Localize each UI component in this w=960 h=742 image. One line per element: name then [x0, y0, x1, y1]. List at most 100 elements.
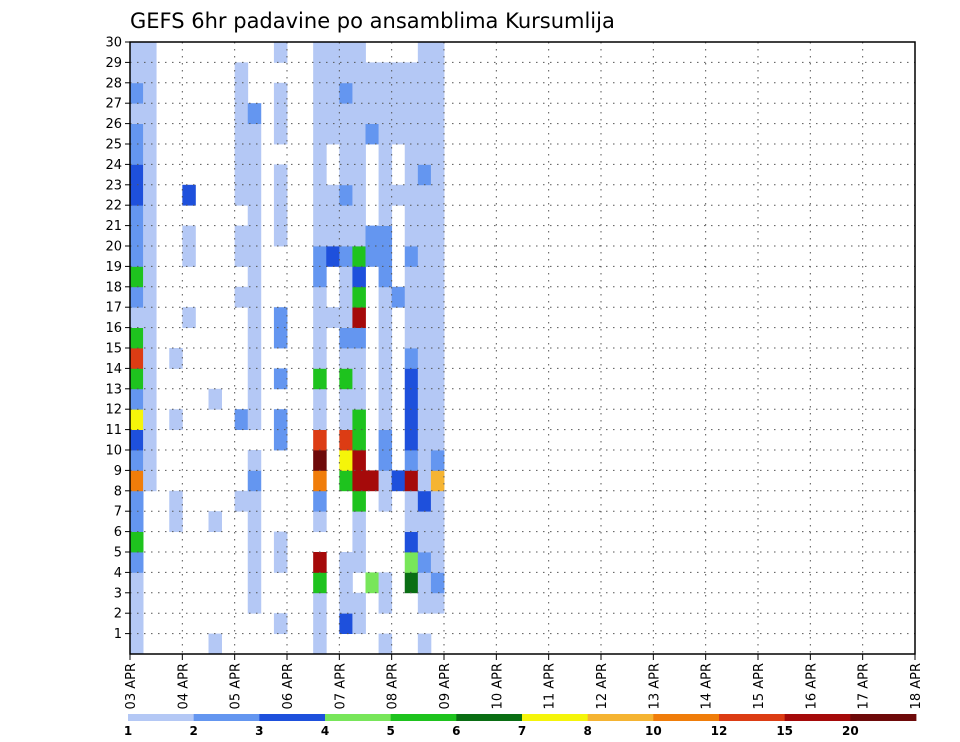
- heatmap-cell: [339, 225, 353, 247]
- heatmap-cell: [391, 286, 406, 308]
- heatmap-cell: [169, 490, 183, 512]
- y-axis: 1234567891011121314151617181920212223242…: [105, 36, 130, 642]
- heatmap-cell: [247, 409, 262, 430]
- heatmap-cell: [430, 572, 445, 594]
- legend-swatch: [325, 714, 392, 721]
- heatmap-cell: [169, 348, 183, 369]
- heatmap-cell: [378, 62, 393, 84]
- heatmap-cell: [130, 633, 144, 655]
- heatmap-cell: [234, 184, 249, 206]
- heatmap-cell: [430, 103, 445, 124]
- heatmap-cell: [313, 62, 327, 84]
- heatmap-cell: [339, 82, 353, 104]
- heatmap-cell: [378, 429, 393, 451]
- heatmap-cell: [130, 307, 144, 328]
- legend-swatch: [587, 714, 654, 721]
- heatmap-cell: [143, 205, 157, 226]
- heatmap-cell: [273, 409, 288, 430]
- heatmap-cell: [339, 470, 353, 492]
- heatmap-cell: [247, 205, 262, 226]
- heatmap-cell: [130, 552, 144, 573]
- heatmap-cell: [130, 613, 144, 634]
- x-tick-label: 07 APR: [333, 663, 348, 709]
- heatmap-cell: [352, 307, 366, 328]
- heatmap-cell: [378, 184, 393, 206]
- heatmap-cell: [247, 572, 262, 594]
- heatmap-cell: [130, 286, 144, 308]
- heatmap-cell: [234, 62, 249, 84]
- y-tick-label: 15: [105, 342, 122, 357]
- heatmap-cell: [339, 572, 353, 594]
- heatmap-cell: [378, 368, 393, 390]
- heatmap-cell: [352, 490, 366, 512]
- legend-label: 6: [452, 724, 460, 738]
- heatmap-cell: [378, 388, 393, 410]
- heatmap-cell: [130, 450, 144, 471]
- heatmap-cell: [130, 123, 144, 145]
- heatmap-cell: [143, 144, 157, 165]
- heatmap-cell: [404, 531, 419, 553]
- heatmap-cell: [352, 286, 366, 308]
- heatmap-cell: [404, 327, 419, 349]
- heatmap-cell: [326, 307, 340, 328]
- heatmap-cell: [417, 388, 432, 410]
- y-tick-label: 21: [105, 219, 122, 234]
- heatmap-cell: [247, 164, 262, 186]
- heatmap-cell: [378, 490, 393, 512]
- heatmap-cell: [130, 225, 144, 247]
- heatmap-cell: [417, 246, 432, 267]
- heatmap-cell: [352, 42, 366, 63]
- x-tick-label: 15 APR: [752, 663, 767, 709]
- chart-grid: [130, 42, 915, 654]
- heatmap-cell: [430, 82, 445, 104]
- heatmap-cell: [378, 246, 393, 267]
- heatmap-cell: [247, 144, 262, 165]
- heatmap-cell: [430, 531, 445, 553]
- heatmap-cell: [430, 246, 445, 267]
- heatmap-cell: [143, 409, 157, 430]
- heatmap-cell: [404, 266, 419, 288]
- heatmap-cell: [130, 42, 144, 63]
- heatmap-cell: [326, 246, 340, 267]
- y-tick-label: 12: [105, 403, 122, 418]
- heatmap-cell: [339, 592, 353, 614]
- heatmap-cell: [430, 552, 445, 573]
- x-tick-label: 12 APR: [595, 663, 610, 709]
- legend-label: 5: [386, 724, 394, 738]
- legend-label: 10: [645, 724, 662, 738]
- heatmap-cell: [326, 205, 340, 226]
- heatmap-cell: [430, 511, 445, 532]
- heatmap-cell: [247, 470, 262, 492]
- heatmap-cell: [404, 62, 419, 84]
- heatmap-cell: [417, 348, 432, 369]
- heatmap-cell: [378, 103, 393, 124]
- heatmap-cell: [130, 429, 144, 451]
- heatmap-cell: [352, 184, 366, 206]
- heatmap-cell: [234, 82, 249, 104]
- heatmap-cell: [313, 307, 327, 328]
- heatmap-cell: [313, 613, 327, 634]
- heatmap-cell: [417, 103, 432, 124]
- heatmap-cell: [313, 205, 327, 226]
- heatmap-cell: [417, 511, 432, 532]
- heatmap-cell: [339, 266, 353, 288]
- heatmap-cell: [352, 450, 366, 471]
- heatmap-cell: [352, 225, 366, 247]
- heatmap-cell: [234, 144, 249, 165]
- y-tick-label: 5: [114, 546, 122, 561]
- heatmap-cell: [404, 82, 419, 104]
- heatmap-cell: [234, 103, 249, 124]
- heatmap-cell: [130, 531, 144, 553]
- legend-swatch: [193, 714, 260, 721]
- legend-swatch: [456, 714, 523, 721]
- heatmap-cell: [404, 368, 419, 390]
- heatmap-cell: [378, 82, 393, 104]
- heatmap-cell: [404, 348, 419, 369]
- heatmap-cell: [430, 62, 445, 84]
- heatmap-cell: [378, 266, 393, 288]
- heatmap-cell: [339, 42, 353, 63]
- heatmap-cell: [417, 307, 432, 328]
- heatmap-cell: [378, 286, 393, 308]
- heatmap-cell: [430, 388, 445, 410]
- heatmap-cell: [404, 409, 419, 430]
